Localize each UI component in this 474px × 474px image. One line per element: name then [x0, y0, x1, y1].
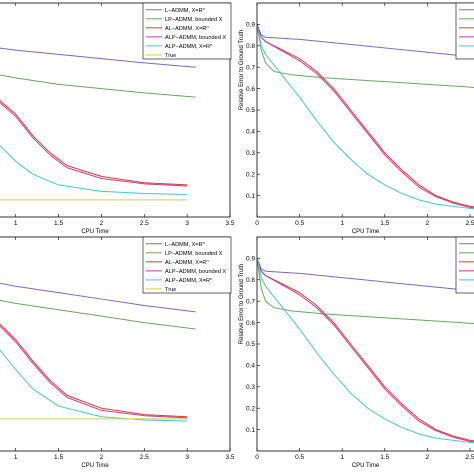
- y-tick-label: 0.7: [246, 64, 255, 71]
- series-group: [257, 258, 474, 444]
- x-axis-label: CPU Time: [81, 463, 109, 469]
- x-tick-label: 1.5: [380, 220, 389, 227]
- axes-box: [256, 236, 474, 452]
- series-line-3: [257, 258, 474, 442]
- series-line-4: [0, 102, 188, 187]
- series-group: [0, 282, 196, 422]
- chart-panel-2: 0 0.5 1 1.5 2 2.5 0.1 0.2 0.3 0.4 0.5 0.6 0.7 0.8 0.9 C…: [239, 2, 474, 235]
- x-tick-label: 1: [14, 220, 18, 227]
- series-group: [257, 24, 474, 210]
- x-tick-label: 2.5: [465, 220, 474, 227]
- series-line-3: [0, 99, 188, 186]
- x-axis-label: CPU Time: [352, 229, 380, 235]
- series-line-1: [0, 282, 196, 313]
- legend: L−ADMM, X=Rn LP−ADMM, bounded XAL−ADMM, X…: [142, 2, 232, 60]
- legend-entry: L−ADMM, X=Rn: [165, 240, 205, 248]
- legend-entry: ALP−ADMM, X=Rn: [165, 42, 212, 50]
- series-line-5: [0, 349, 188, 422]
- y-tick-label: 0.5: [246, 107, 255, 114]
- x-tick-label: 3.5: [225, 454, 234, 461]
- legend-entry: LP−ADMM, bounded X: [165, 251, 223, 257]
- x-tick-label: 3.5: [225, 220, 234, 227]
- x-axis-label: CPU Time: [352, 463, 380, 469]
- y-tick-label: 0.8: [246, 43, 255, 50]
- x-tick-label: 1: [14, 454, 18, 461]
- legend-entry: ALP−ADMM, bounded X: [165, 269, 226, 275]
- series-line-2: [0, 74, 196, 98]
- series-line-3: [0, 323, 188, 418]
- x-tick-label: 2: [426, 454, 430, 461]
- legend: [455, 236, 474, 294]
- legend-entry: L−ADMM, X=Rn: [165, 6, 205, 14]
- x-axis-label: CPU Time: [81, 229, 109, 235]
- x-tick-label: 1.5: [380, 454, 389, 461]
- x-tick-label: 2.5: [140, 220, 149, 227]
- axes-box: [256, 2, 474, 218]
- y-tick-label: 0.4: [246, 129, 255, 136]
- chart-panel-1: 1 1.5 2 2.5 3 3.5 CPU Time L−ADMM, X=Rn LP−ADMM,…: [0, 2, 235, 235]
- y-tick-label: 0.5: [246, 341, 255, 348]
- series-group: [0, 47, 196, 201]
- y-tick-label: 0.7: [246, 298, 255, 305]
- y-tick-label: 0.3: [246, 384, 255, 391]
- x-tick-label: 2: [100, 454, 104, 461]
- x-tick-label: 1.5: [54, 454, 63, 461]
- series-line-5: [257, 24, 474, 210]
- y-tick-label: 0.6: [246, 320, 255, 327]
- series-line-1: [0, 47, 196, 68]
- series-line-2: [0, 299, 196, 330]
- series-line-4: [0, 325, 188, 419]
- y-tick-label: 0.4: [246, 363, 255, 370]
- axes-box: [0, 2, 231, 218]
- legend-entry: AL−ADMM, X=Rn: [165, 258, 209, 266]
- y-tick-label: 0.2: [246, 405, 255, 412]
- legend-entry: ALP−ADMM, bounded X: [165, 35, 226, 41]
- x-tick-label: 1: [340, 454, 344, 461]
- legend-box: [455, 2, 474, 60]
- series-line-3: [257, 24, 474, 208]
- y-axis-label: Relative Error to Ground Truth: [239, 264, 245, 344]
- chart-panel-4: 0 0.5 1 1.5 2 2.5 0.1 0.2 0.3 0.4 0.5 0.6 0.7 0.8 0.9 C…: [239, 236, 474, 469]
- x-tick-label: 2: [426, 220, 430, 227]
- y-tick-label: 0.9: [246, 22, 255, 29]
- series-line-4: [257, 24, 474, 209]
- legend: L−ADMM, X=Rn LP−ADMM, bounded XAL−ADMM, X…: [142, 236, 232, 294]
- legend-entry: True: [165, 53, 176, 59]
- x-tick-label: 0: [255, 454, 259, 461]
- y-tick-label: 0.8: [246, 277, 255, 284]
- legend-box: [455, 236, 474, 294]
- axes-box: [0, 236, 231, 452]
- x-tick-label: 0: [255, 220, 259, 227]
- series-line-2: [257, 258, 474, 325]
- x-tick-label: 2.5: [465, 454, 474, 461]
- series-line-4: [257, 258, 474, 443]
- chart-panel-3: 1 1.5 2 2.5 3 3.5 CPU Time L−ADMM, X=Rn LP−ADMM,…: [0, 236, 235, 469]
- x-tick-label: 3: [185, 220, 189, 227]
- x-tick-label: 3: [185, 454, 189, 461]
- y-tick-label: 0.3: [246, 150, 255, 157]
- series-line-5: [257, 258, 474, 444]
- x-tick-label: 1.5: [54, 220, 63, 227]
- y-tick-label: 0.1: [246, 193, 255, 200]
- series-line-5: [0, 144, 188, 196]
- x-tick-label: 1: [340, 220, 344, 227]
- legend-entry: AL−ADMM, X=Rn: [165, 24, 209, 32]
- legend: [455, 2, 474, 60]
- legend-entry: LP−ADMM, bounded X: [165, 17, 223, 23]
- x-tick-label: 0.5: [295, 220, 304, 227]
- legend-entry: ALP−ADMM, X=Rn: [165, 276, 212, 284]
- y-tick-label: 0.9: [246, 256, 255, 263]
- legend-entry: True: [165, 287, 176, 293]
- legend-box: [142, 236, 232, 294]
- legend-box: [142, 2, 232, 60]
- series-line-2: [257, 24, 474, 89]
- x-tick-label: 0.5: [295, 454, 304, 461]
- x-tick-label: 2.5: [140, 454, 149, 461]
- y-tick-label: 0.2: [246, 171, 255, 178]
- y-tick-label: 0.6: [246, 86, 255, 93]
- y-axis-label: Relative Error to Ground Truth: [239, 30, 245, 110]
- x-tick-label: 2: [100, 220, 104, 227]
- y-tick-label: 0.1: [246, 427, 255, 434]
